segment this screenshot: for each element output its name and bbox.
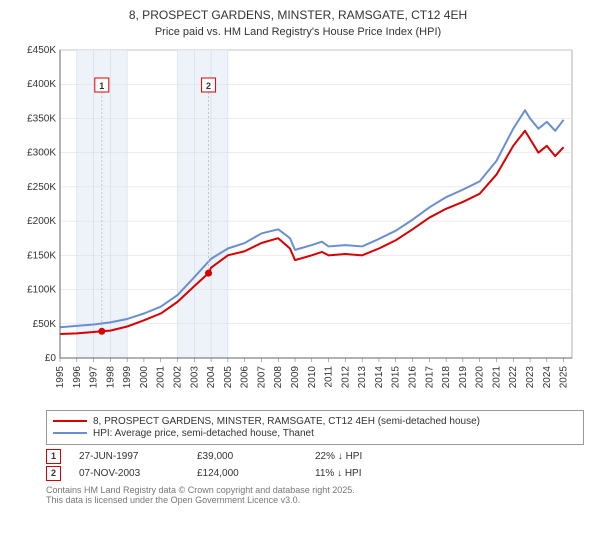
svg-text:2014: 2014 <box>374 365 385 388</box>
svg-text:2005: 2005 <box>223 365 234 388</box>
svg-text:2006: 2006 <box>240 365 251 388</box>
svg-text:2021: 2021 <box>491 365 502 388</box>
svg-text:2025: 2025 <box>559 365 570 388</box>
svg-text:2002: 2002 <box>173 365 184 388</box>
svg-text:2016: 2016 <box>408 365 419 388</box>
page-title: 8, PROSPECT GARDENS, MINSTER, RAMSGATE, … <box>4 8 592 24</box>
svg-text:2024: 2024 <box>542 365 553 388</box>
svg-text:2004: 2004 <box>206 365 217 388</box>
svg-text:£150K: £150K <box>27 250 56 261</box>
svg-text:£0: £0 <box>45 353 57 364</box>
table-row: 1 27-JUN-1997 £39,000 22% ↓ HPI <box>46 449 584 464</box>
legend-swatch <box>53 432 87 434</box>
svg-text:2012: 2012 <box>340 365 351 388</box>
svg-text:2020: 2020 <box>475 365 486 388</box>
attrib-line: Contains HM Land Registry data © Crown c… <box>46 485 584 496</box>
legend-label: HPI: Average price, semi-detached house,… <box>93 428 314 439</box>
sale-date: 07-NOV-2003 <box>79 468 179 479</box>
legend-swatch <box>53 420 87 422</box>
svg-text:£350K: £350K <box>27 113 56 124</box>
svg-text:2000: 2000 <box>139 365 150 388</box>
sale-delta: 22% ↓ HPI <box>315 451 415 462</box>
svg-text:1995: 1995 <box>55 365 66 388</box>
svg-text:2007: 2007 <box>256 365 267 388</box>
svg-text:£50K: £50K <box>33 318 57 329</box>
svg-text:2013: 2013 <box>357 365 368 388</box>
svg-text:2019: 2019 <box>458 365 469 388</box>
svg-text:£400K: £400K <box>27 79 56 90</box>
svg-text:£100K: £100K <box>27 284 56 295</box>
svg-text:2: 2 <box>206 81 211 91</box>
svg-text:2008: 2008 <box>273 365 284 388</box>
attrib-line: This data is licensed under the Open Gov… <box>46 495 584 506</box>
marker-badge: 2 <box>46 466 61 481</box>
legend-label: 8, PROSPECT GARDENS, MINSTER, RAMSGATE, … <box>93 416 480 427</box>
svg-text:£250K: £250K <box>27 181 56 192</box>
marker-badge: 1 <box>46 449 61 464</box>
legend-item: HPI: Average price, semi-detached house,… <box>53 428 577 439</box>
svg-text:£200K: £200K <box>27 216 56 227</box>
svg-text:1: 1 <box>99 81 104 91</box>
svg-text:2017: 2017 <box>424 365 435 388</box>
sale-price: £39,000 <box>197 451 297 462</box>
sale-price: £124,000 <box>197 468 297 479</box>
sale-delta: 11% ↓ HPI <box>315 468 415 479</box>
svg-text:2009: 2009 <box>290 365 301 388</box>
legend: 8, PROSPECT GARDENS, MINSTER, RAMSGATE, … <box>46 410 584 445</box>
svg-text:2015: 2015 <box>391 365 402 388</box>
attribution: Contains HM Land Registry data © Crown c… <box>46 485 584 507</box>
svg-text:2018: 2018 <box>441 365 452 388</box>
sale-date: 27-JUN-1997 <box>79 451 179 462</box>
svg-text:2010: 2010 <box>307 365 318 388</box>
svg-text:£300K: £300K <box>27 147 56 158</box>
svg-text:1998: 1998 <box>105 365 116 388</box>
svg-text:2003: 2003 <box>189 365 200 388</box>
svg-text:2011: 2011 <box>324 365 335 387</box>
svg-text:2001: 2001 <box>156 365 167 388</box>
svg-text:1999: 1999 <box>122 365 133 388</box>
svg-text:1996: 1996 <box>72 365 83 388</box>
svg-text:2022: 2022 <box>508 365 519 388</box>
price-chart: £0 £50K £100K £150K £200K £250K £300K £350K £400… <box>18 44 578 404</box>
table-row: 2 07-NOV-2003 £124,000 11% ↓ HPI <box>46 466 584 481</box>
page-subtitle: Price paid vs. HM Land Registry's House … <box>4 26 592 38</box>
legend-item: 8, PROSPECT GARDENS, MINSTER, RAMSGATE, … <box>53 416 577 427</box>
svg-text:£450K: £450K <box>27 45 56 56</box>
svg-text:2023: 2023 <box>525 365 536 388</box>
sales-table: 1 27-JUN-1997 £39,000 22% ↓ HPI 2 07-NOV-2003… <box>46 449 584 481</box>
svg-text:1997: 1997 <box>89 365 100 388</box>
